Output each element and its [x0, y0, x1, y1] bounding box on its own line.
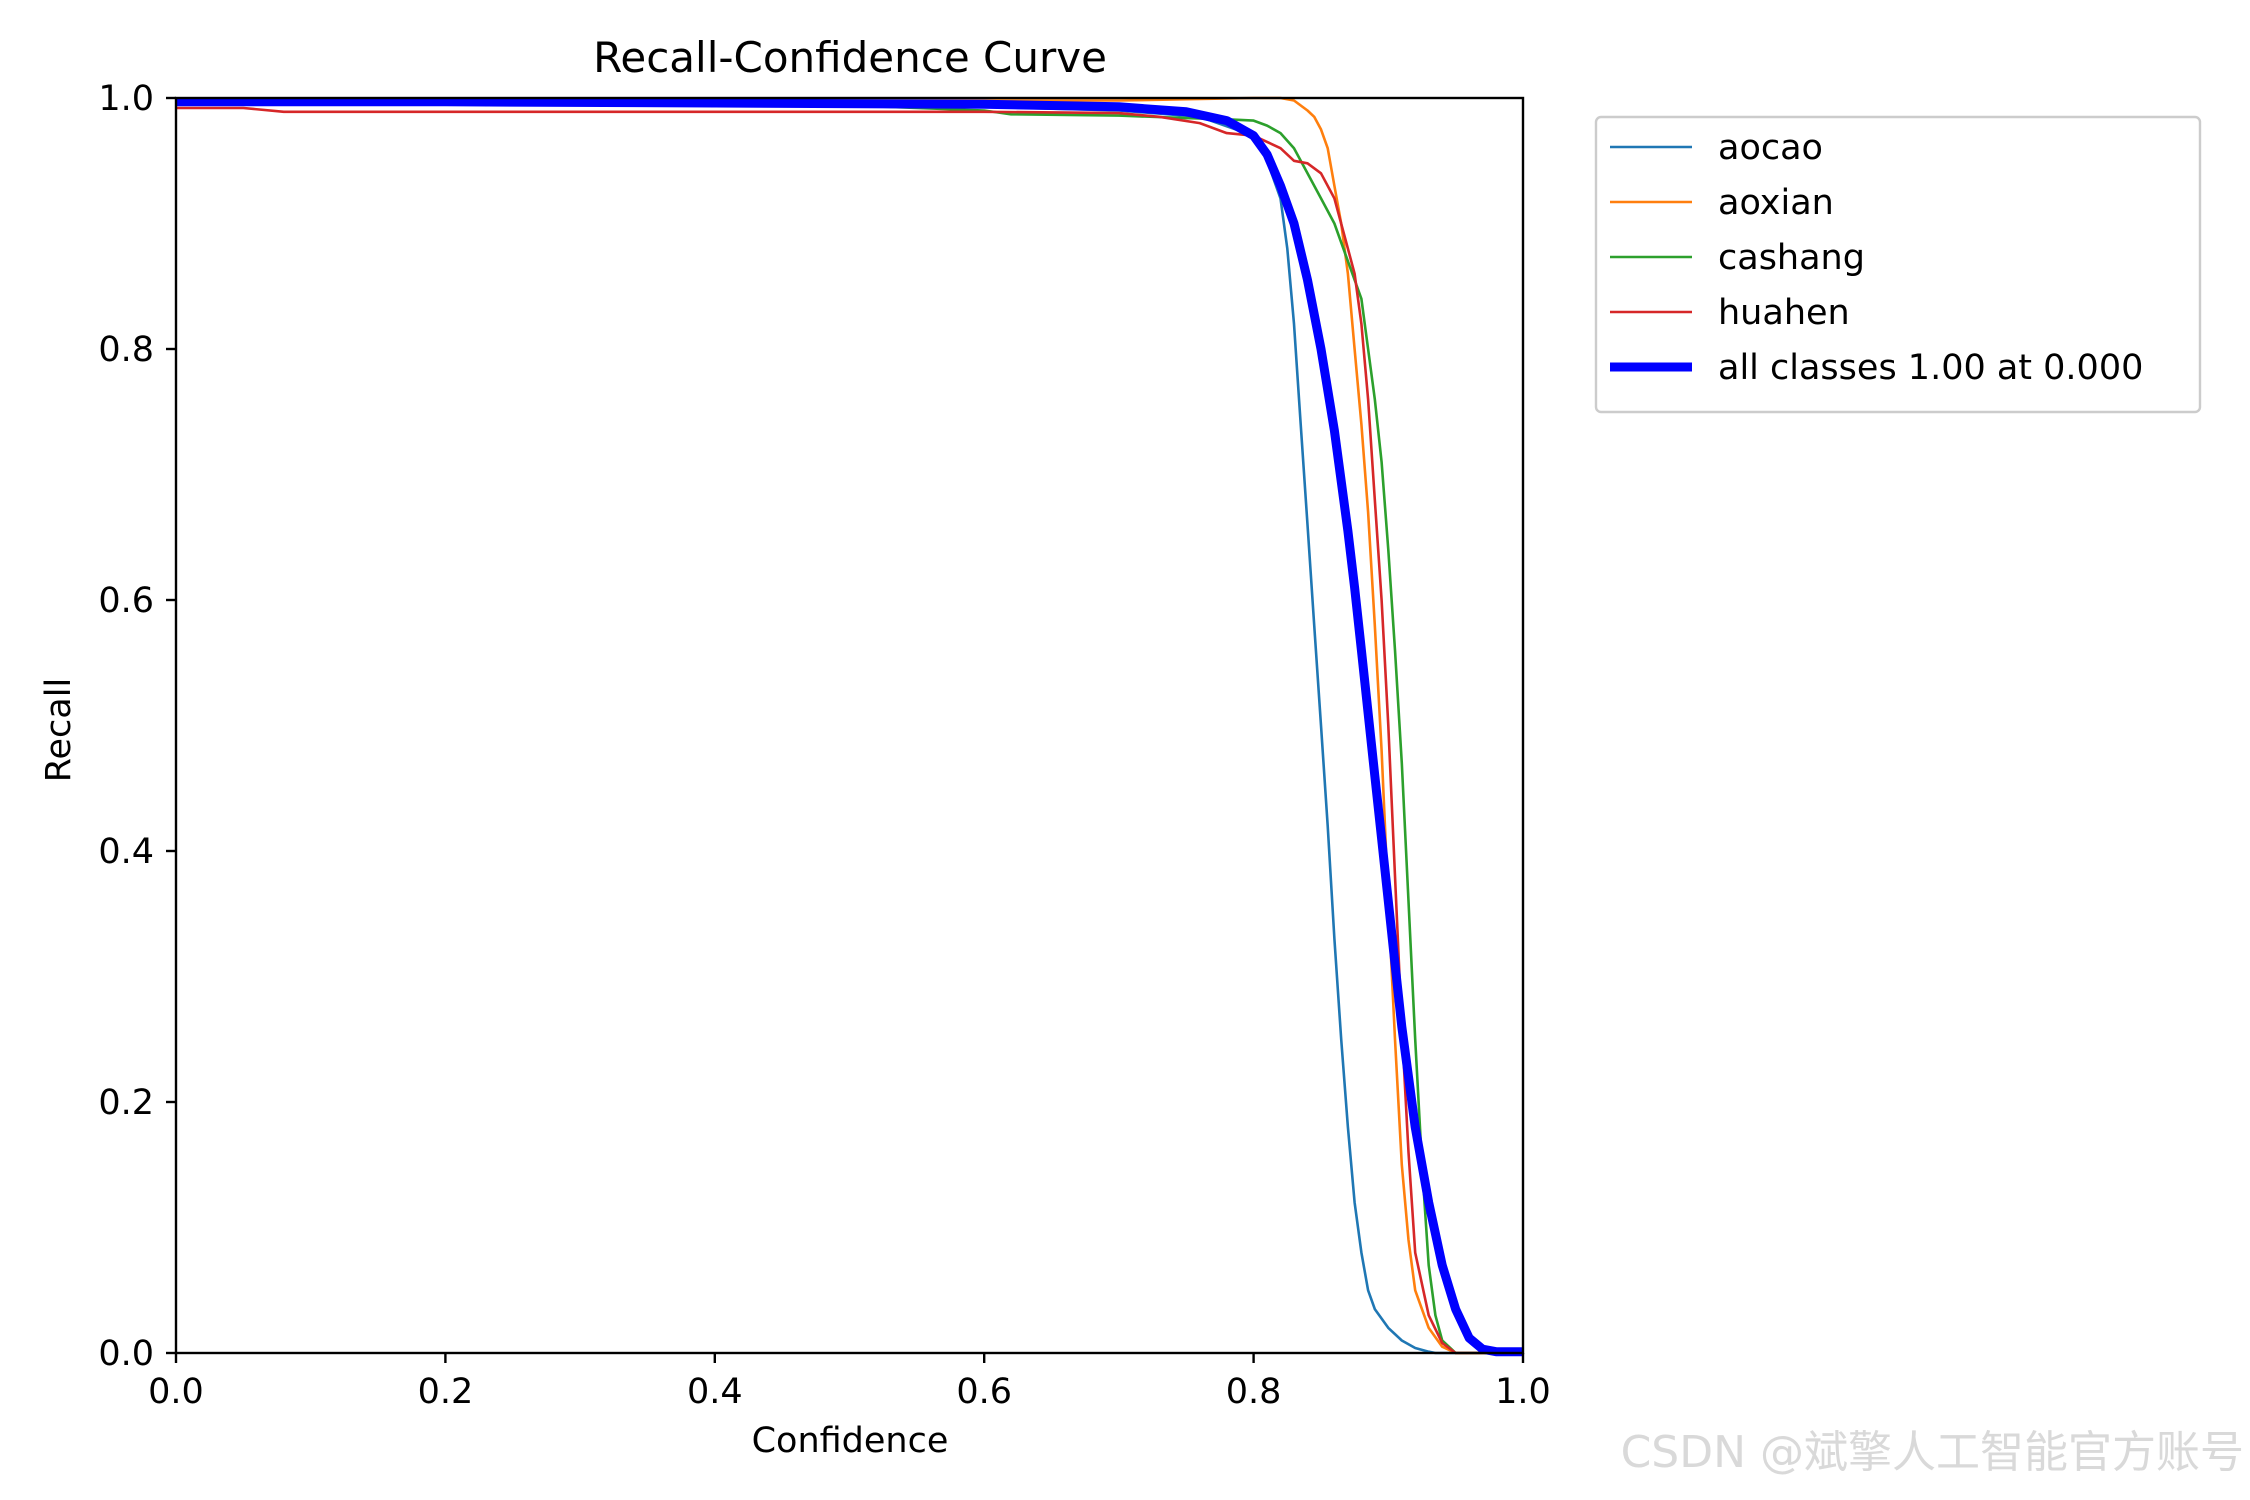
y-axis-label: Recall	[39, 678, 79, 782]
series-line-huahen	[176, 106, 1523, 1355]
y-tick-label: 1.0	[98, 79, 154, 119]
watermark: CSDN @斌擎人工智能官方账号	[1620, 1427, 2244, 1478]
y-tick-label: 0.4	[98, 832, 154, 872]
x-tick-label: 0.8	[1226, 1372, 1282, 1412]
legend-label: aocao	[1718, 128, 1823, 168]
legend-label: huahen	[1718, 293, 1850, 333]
y-tick-label: 0.6	[98, 581, 154, 621]
series-line-all	[176, 97, 1523, 1357]
legend-label: cashang	[1718, 238, 1865, 278]
y-tick-label: 0.8	[98, 330, 154, 370]
legend: aocao aoxian cashang huahen all classes 1.00…	[1594, 115, 2202, 414]
x-tick-label: 0.0	[148, 1372, 204, 1412]
legend-box	[1594, 115, 2202, 414]
legend-label: aoxian	[1718, 183, 1834, 223]
legend-label: all classes 1.00 at 0.000	[1718, 348, 2143, 388]
y-tick-label: 0.0	[98, 1334, 154, 1374]
x-tick-label: 0.2	[418, 1372, 474, 1412]
y-tick-label: 0.2	[98, 1083, 154, 1123]
x-axis-label: Confidence	[752, 1421, 949, 1461]
plot-frame	[174, 96, 1525, 1355]
chart-title: Recall-Confidence Curve	[593, 33, 1107, 82]
axes-layer: 0.0 0.2 0.4 0.6 0.8 1.0 0.0 0.2 0.4 0.6 0.8 1.0	[98, 79, 1551, 1412]
x-tick-label: 0.6	[956, 1372, 1012, 1412]
x-tick-label: 1.0	[1495, 1372, 1551, 1412]
x-tick-label: 0.4	[687, 1372, 743, 1412]
